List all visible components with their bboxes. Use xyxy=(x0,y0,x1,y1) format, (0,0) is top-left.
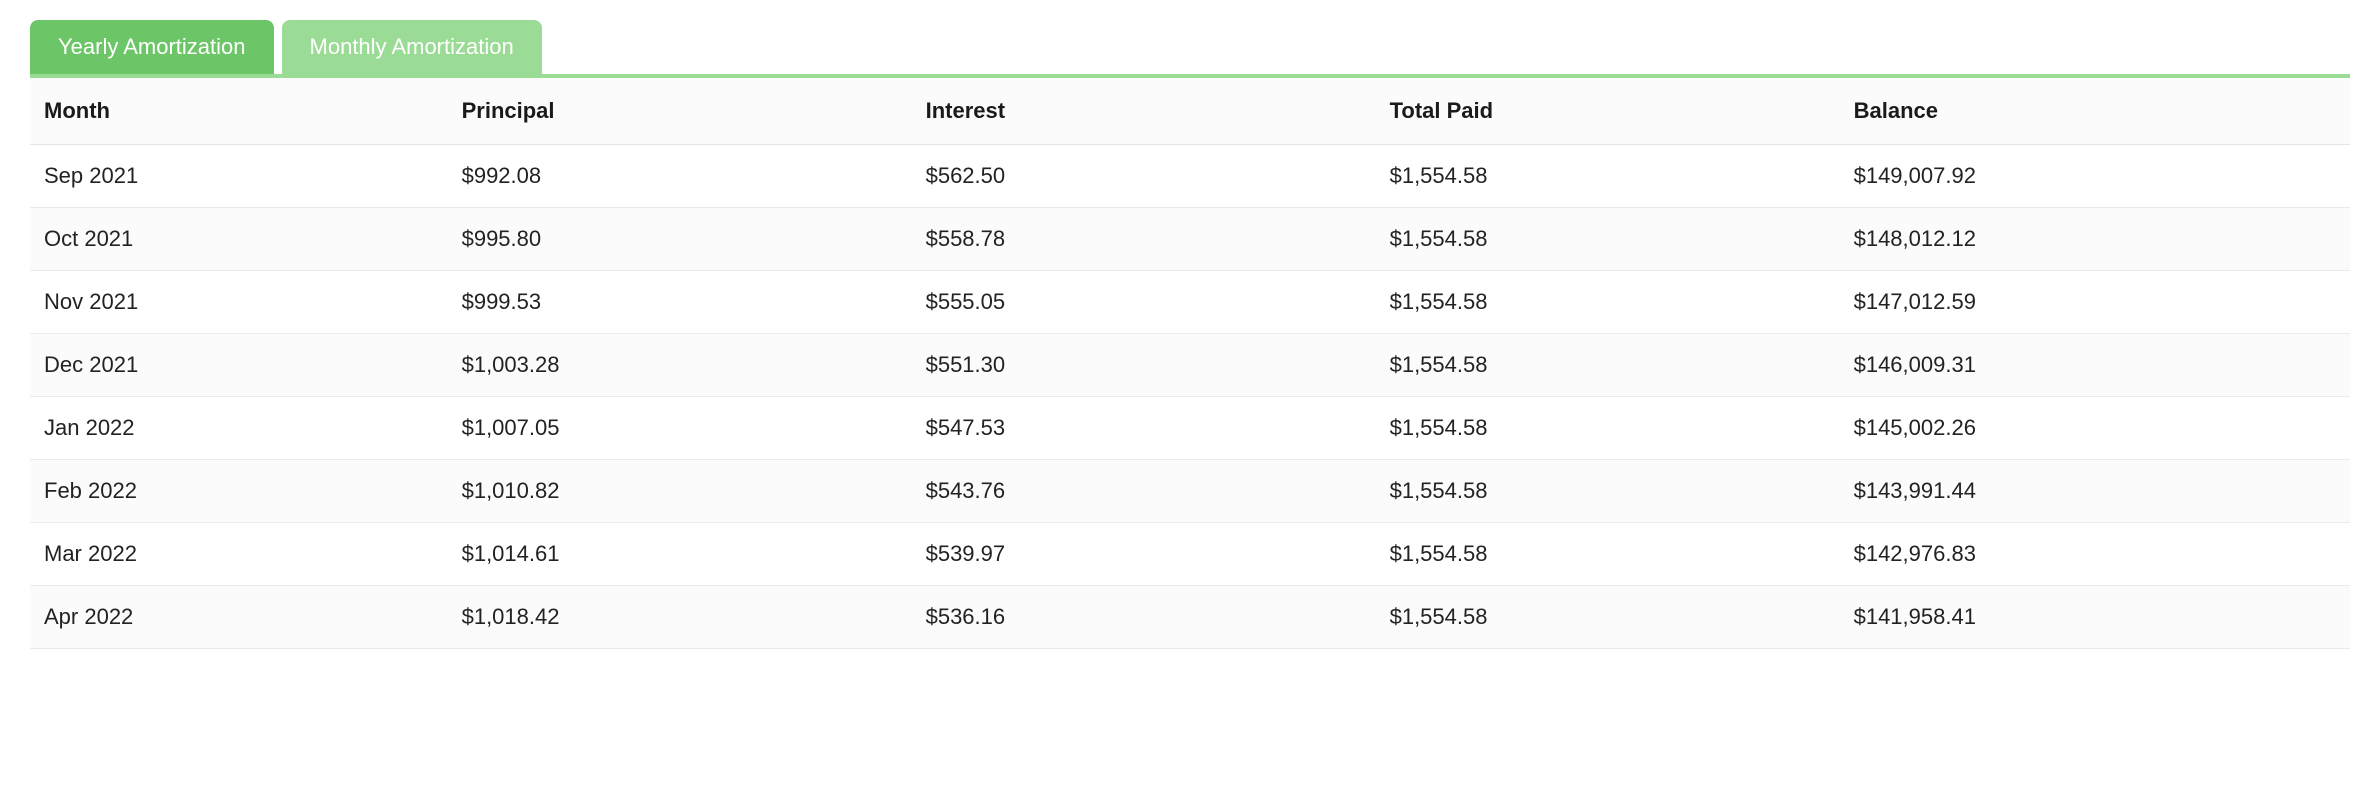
cell-total-paid: $1,554.58 xyxy=(1376,397,1840,460)
cell-principal: $992.08 xyxy=(448,145,912,208)
table-row: Oct 2021 $995.80 $558.78 $1,554.58 $148,… xyxy=(30,208,2350,271)
cell-month: Feb 2022 xyxy=(30,460,448,523)
cell-total-paid: $1,554.58 xyxy=(1376,145,1840,208)
cell-balance: $149,007.92 xyxy=(1840,145,2350,208)
cell-month: Nov 2021 xyxy=(30,271,448,334)
cell-balance: $143,991.44 xyxy=(1840,460,2350,523)
cell-interest: $562.50 xyxy=(912,145,1376,208)
cell-balance: $147,012.59 xyxy=(1840,271,2350,334)
table-row: Nov 2021 $999.53 $555.05 $1,554.58 $147,… xyxy=(30,271,2350,334)
col-header-balance: Balance xyxy=(1840,78,2350,145)
amortization-table: Month Principal Interest Total Paid Bala… xyxy=(30,78,2350,649)
cell-principal: $1,007.05 xyxy=(448,397,912,460)
cell-month: Mar 2022 xyxy=(30,523,448,586)
table-row: Jan 2022 $1,007.05 $547.53 $1,554.58 $14… xyxy=(30,397,2350,460)
tabs-container: Yearly Amortization Monthly Amortization xyxy=(30,20,2350,78)
tab-monthly[interactable]: Monthly Amortization xyxy=(282,20,542,74)
cell-total-paid: $1,554.58 xyxy=(1376,208,1840,271)
cell-balance: $146,009.31 xyxy=(1840,334,2350,397)
cell-interest: $558.78 xyxy=(912,208,1376,271)
col-header-principal: Principal xyxy=(448,78,912,145)
col-header-total-paid: Total Paid xyxy=(1376,78,1840,145)
table-row: Mar 2022 $1,014.61 $539.97 $1,554.58 $14… xyxy=(30,523,2350,586)
cell-interest: $539.97 xyxy=(912,523,1376,586)
cell-principal: $995.80 xyxy=(448,208,912,271)
cell-month: Apr 2022 xyxy=(30,586,448,649)
table-header-row: Month Principal Interest Total Paid Bala… xyxy=(30,78,2350,145)
cell-interest: $555.05 xyxy=(912,271,1376,334)
cell-month: Oct 2021 xyxy=(30,208,448,271)
cell-total-paid: $1,554.58 xyxy=(1376,523,1840,586)
cell-interest: $547.53 xyxy=(912,397,1376,460)
cell-total-paid: $1,554.58 xyxy=(1376,271,1840,334)
cell-balance: $145,002.26 xyxy=(1840,397,2350,460)
cell-principal: $1,018.42 xyxy=(448,586,912,649)
cell-principal: $1,014.61 xyxy=(448,523,912,586)
col-header-interest: Interest xyxy=(912,78,1376,145)
cell-principal: $1,010.82 xyxy=(448,460,912,523)
col-header-month: Month xyxy=(30,78,448,145)
table-row: Apr 2022 $1,018.42 $536.16 $1,554.58 $14… xyxy=(30,586,2350,649)
cell-month: Jan 2022 xyxy=(30,397,448,460)
cell-total-paid: $1,554.58 xyxy=(1376,586,1840,649)
cell-total-paid: $1,554.58 xyxy=(1376,460,1840,523)
cell-month: Sep 2021 xyxy=(30,145,448,208)
cell-principal: $999.53 xyxy=(448,271,912,334)
cell-balance: $148,012.12 xyxy=(1840,208,2350,271)
cell-balance: $141,958.41 xyxy=(1840,586,2350,649)
table-row: Sep 2021 $992.08 $562.50 $1,554.58 $149,… xyxy=(30,145,2350,208)
cell-total-paid: $1,554.58 xyxy=(1376,334,1840,397)
tab-yearly[interactable]: Yearly Amortization xyxy=(30,20,274,74)
cell-interest: $551.30 xyxy=(912,334,1376,397)
cell-interest: $543.76 xyxy=(912,460,1376,523)
cell-balance: $142,976.83 xyxy=(1840,523,2350,586)
cell-interest: $536.16 xyxy=(912,586,1376,649)
cell-month: Dec 2021 xyxy=(30,334,448,397)
table-row: Feb 2022 $1,010.82 $543.76 $1,554.58 $14… xyxy=(30,460,2350,523)
table-body: Sep 2021 $992.08 $562.50 $1,554.58 $149,… xyxy=(30,145,2350,649)
cell-principal: $1,003.28 xyxy=(448,334,912,397)
table-row: Dec 2021 $1,003.28 $551.30 $1,554.58 $14… xyxy=(30,334,2350,397)
